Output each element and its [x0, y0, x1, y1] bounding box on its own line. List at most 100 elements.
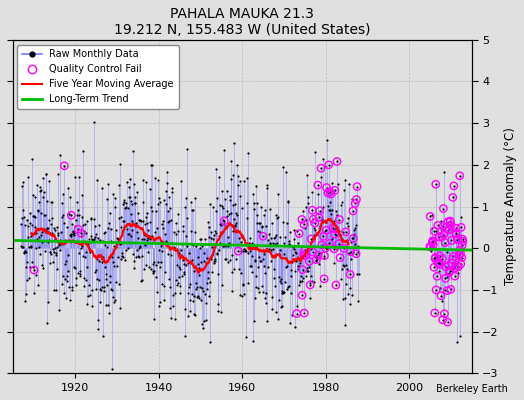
Point: [34, 207, 42, 214]
Point: [213, 195, 221, 201]
Point: [304, 264, 313, 270]
Point: [447, 237, 455, 244]
Point: [169, 244, 178, 251]
Point: [185, 284, 193, 290]
Point: [63, 273, 72, 279]
Point: [305, 258, 313, 264]
Point: [256, 220, 264, 226]
Point: [248, 240, 256, 246]
Point: [458, 236, 467, 242]
Point: [183, 215, 192, 222]
Point: [78, 242, 86, 249]
Point: [254, 264, 262, 270]
Point: [435, 252, 444, 259]
Point: [310, 279, 318, 286]
Point: [217, 202, 226, 209]
Point: [71, 223, 80, 230]
Point: [85, 245, 94, 252]
Point: [116, 305, 124, 312]
Point: [215, 221, 224, 227]
Point: [111, 296, 119, 303]
Point: [70, 232, 78, 238]
Point: [458, 242, 466, 248]
Point: [438, 233, 446, 240]
Point: [176, 266, 184, 273]
Point: [43, 238, 52, 245]
Point: [334, 240, 343, 247]
Point: [175, 250, 183, 256]
Point: [265, 206, 274, 212]
Point: [280, 288, 289, 295]
Point: [179, 269, 188, 276]
Point: [192, 242, 200, 249]
Point: [240, 246, 248, 252]
Point: [66, 194, 74, 200]
Point: [298, 266, 307, 273]
Point: [33, 182, 41, 188]
Point: [220, 147, 228, 153]
Point: [119, 254, 128, 261]
Point: [340, 187, 348, 193]
Point: [315, 250, 323, 256]
Point: [353, 249, 362, 255]
Point: [261, 300, 270, 306]
Point: [286, 320, 294, 326]
Point: [92, 267, 101, 273]
Point: [346, 248, 355, 255]
Point: [30, 213, 39, 219]
Point: [330, 218, 338, 225]
Point: [249, 338, 257, 344]
Point: [288, 258, 296, 265]
Point: [93, 256, 101, 262]
Point: [209, 204, 217, 210]
Point: [118, 250, 126, 256]
Point: [274, 316, 282, 322]
Point: [286, 229, 294, 235]
Point: [445, 226, 453, 232]
Point: [451, 265, 460, 271]
Point: [308, 207, 316, 214]
Point: [210, 257, 219, 264]
Point: [68, 286, 76, 293]
Point: [220, 218, 228, 224]
Point: [435, 234, 443, 240]
Point: [78, 213, 86, 220]
Point: [233, 181, 242, 188]
Point: [288, 243, 296, 249]
Point: [308, 278, 316, 284]
Point: [293, 303, 301, 310]
Point: [313, 256, 321, 262]
Point: [272, 232, 281, 238]
Point: [316, 283, 324, 290]
Point: [261, 294, 269, 301]
Point: [252, 183, 260, 189]
Point: [134, 235, 142, 242]
Point: [85, 282, 93, 288]
Point: [337, 276, 345, 283]
Point: [264, 248, 272, 254]
Point: [92, 276, 101, 282]
Point: [309, 249, 317, 255]
Point: [44, 225, 52, 232]
Point: [454, 270, 462, 276]
Point: [171, 290, 179, 296]
Point: [177, 246, 185, 253]
Point: [321, 228, 329, 234]
Point: [327, 188, 335, 194]
Point: [350, 232, 358, 238]
Point: [103, 243, 112, 250]
Point: [107, 226, 115, 232]
Point: [437, 292, 445, 299]
Point: [86, 239, 95, 246]
Point: [285, 283, 293, 289]
Point: [151, 229, 159, 235]
Point: [22, 264, 30, 270]
Point: [321, 245, 330, 251]
Point: [253, 212, 261, 218]
Point: [217, 222, 225, 228]
Point: [275, 274, 283, 280]
Point: [101, 264, 109, 270]
Point: [170, 229, 178, 236]
Point: [302, 172, 311, 178]
Point: [297, 278, 305, 284]
